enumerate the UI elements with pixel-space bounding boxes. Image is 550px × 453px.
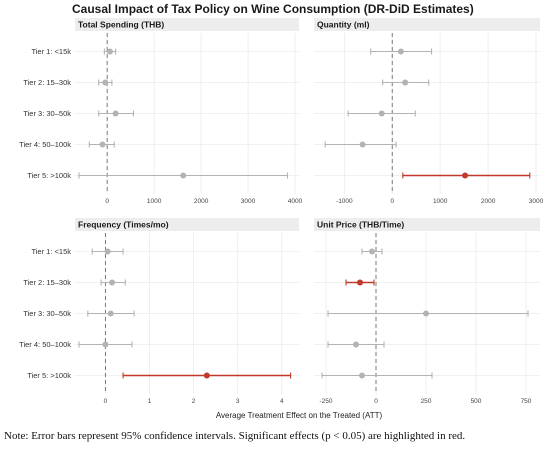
x-tick-label: 4000 xyxy=(288,198,303,205)
x-tick-label: 3 xyxy=(236,398,240,405)
category-label: Tier 3: 30–50k xyxy=(23,309,71,318)
panel-strip xyxy=(314,218,540,231)
category-label: Tier 1: <15k xyxy=(31,247,71,256)
panel-title: Frequency (Times/mo) xyxy=(78,220,169,230)
x-tick-label: 0 xyxy=(374,398,378,405)
category-label: Tier 2: 15–30k xyxy=(23,78,71,87)
category-label: Tier 4: 50–100k xyxy=(19,140,71,149)
x-tick-label: 0 xyxy=(105,198,109,205)
x-tick-label: -1000 xyxy=(336,198,353,205)
x-tick-label: -250 xyxy=(319,398,332,405)
x-tick-label: 4 xyxy=(280,398,284,405)
panel-title: Total Spending (THB) xyxy=(78,20,164,30)
figure-note: Note: Error bars represent 95% confidenc… xyxy=(4,430,466,442)
point-estimate xyxy=(402,79,409,86)
category-label: Tier 1: <15k xyxy=(31,47,71,56)
point-estimate xyxy=(104,248,111,255)
x-tick-label: 3000 xyxy=(241,198,256,205)
x-tick-label: 2 xyxy=(192,398,196,405)
point-estimate xyxy=(397,48,404,55)
point-estimate xyxy=(102,341,109,348)
category-label: Tier 5: >100k xyxy=(27,171,71,180)
x-tick-label: 1000 xyxy=(433,198,448,205)
point-estimate xyxy=(359,141,366,148)
x-axis-label: Average Treatment Effect on the Treated … xyxy=(216,411,383,420)
point-estimate xyxy=(180,172,187,179)
category-label: Tier 3: 30–50k xyxy=(23,109,71,118)
point-estimate xyxy=(106,48,113,55)
panel-strip xyxy=(75,218,299,231)
x-tick-label: 250 xyxy=(421,398,432,405)
point-estimate xyxy=(112,110,119,117)
panel-4: Unit Price (THB/Time) -250 0 250 500 750 xyxy=(314,218,540,405)
point-estimate xyxy=(102,79,109,86)
point-estimate xyxy=(378,110,385,117)
panels-group: Total Spending (THB) Tier 1: <15k Tier 2: … xyxy=(19,18,544,405)
point-estimate xyxy=(357,279,363,286)
x-tick-label: 2000 xyxy=(481,198,496,205)
panel-3: Frequency (Times/mo) Tier 1: <15k Tier 2: … xyxy=(19,218,299,405)
point-estimate xyxy=(359,372,365,379)
point-estimate xyxy=(462,172,469,179)
point-estimate xyxy=(107,310,114,317)
point-estimate xyxy=(99,141,106,148)
x-tick-label: 2000 xyxy=(194,198,209,205)
point-estimate xyxy=(353,341,359,348)
point-estimate xyxy=(203,372,210,379)
point-estimate xyxy=(423,310,429,317)
panel-strip xyxy=(75,18,299,31)
x-tick-label: 750 xyxy=(521,398,532,405)
x-tick-label: 0 xyxy=(104,398,108,405)
category-label: Tier 2: 15–30k xyxy=(23,278,71,287)
point-estimate xyxy=(109,279,116,286)
x-tick-label: 0 xyxy=(390,198,394,205)
panel-1: Total Spending (THB) Tier 1: <15k Tier 2: … xyxy=(19,18,303,205)
panel-title: Unit Price (THB/Time) xyxy=(317,220,404,230)
x-tick-label: 1000 xyxy=(147,198,162,205)
category-label: Tier 4: 50–100k xyxy=(19,340,71,349)
x-tick-label: 1 xyxy=(148,398,152,405)
category-label: Tier 5: >100k xyxy=(27,371,71,380)
point-estimate xyxy=(369,248,375,255)
panel-strip xyxy=(314,18,540,31)
chart-title: Causal Impact of Tax Policy on Wine Cons… xyxy=(72,2,474,16)
panel-title: Quantity (ml) xyxy=(317,20,370,30)
panel-2: Quantity (ml) -1000 0 1000 2000 3000 xyxy=(314,18,544,205)
x-tick-label: 3000 xyxy=(529,198,544,205)
x-tick-label: 500 xyxy=(471,398,482,405)
